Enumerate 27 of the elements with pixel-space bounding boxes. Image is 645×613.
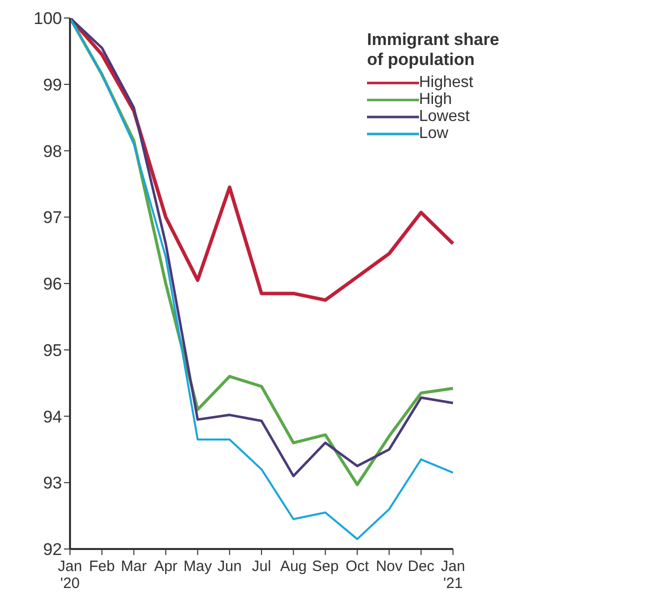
y-tick-label: 94: [43, 407, 62, 426]
x-tick-label: Sep: [312, 558, 339, 575]
x-tick-label: Jul: [252, 558, 272, 575]
legend-label: Highest: [419, 74, 474, 90]
x-tick-label: Apr: [154, 558, 178, 575]
y-tick-label: 93: [43, 474, 62, 493]
legend-label: High: [419, 90, 452, 108]
x-tick-label: Jun: [217, 558, 242, 575]
y-tick-label: 97: [43, 208, 62, 228]
x-tick-label: Feb: [88, 558, 115, 575]
x-tick-label: Jan '20: [58, 558, 82, 592]
x-tick-label: Oct: [346, 558, 370, 575]
x-tick-label: Dec: [408, 558, 435, 575]
y-tick-label: 95: [43, 340, 62, 360]
y-tick-label: 100: [34, 9, 62, 28]
y-tick-label: 96: [43, 274, 62, 294]
legend-label: Low: [419, 124, 448, 142]
x-tick-label: Jan '21: [440, 558, 466, 592]
legend-title: Immigrant share of population: [367, 30, 500, 70]
y-tick-label: 92: [43, 540, 62, 560]
x-tick-label: May: [183, 558, 212, 575]
x-tick-label: Nov: [376, 558, 403, 575]
y-tick-label: 99: [43, 75, 62, 94]
x-tick-label: Aug: [280, 558, 307, 575]
x-tick-label: Mar: [120, 558, 147, 575]
y-tick-label: 98: [43, 142, 62, 161]
legend-label: Lowest: [419, 108, 470, 124]
